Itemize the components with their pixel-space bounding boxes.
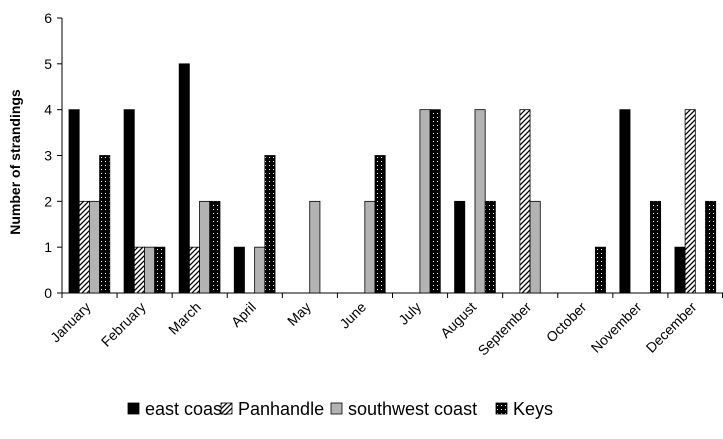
bar-keys xyxy=(594,246,606,294)
y-tick-label: 3 xyxy=(44,148,52,164)
bar-southwest-coast xyxy=(474,109,486,294)
bar-east-coast xyxy=(68,109,80,294)
y-axis-label: Number of strandings xyxy=(7,89,23,235)
bar-panhandle xyxy=(133,246,145,294)
bar-southwest-coast xyxy=(529,200,541,294)
legend-label: southwest coast xyxy=(348,399,477,419)
bar-panhandle xyxy=(684,109,696,294)
y-tick-label: 6 xyxy=(44,10,52,26)
x-tick-label: October xyxy=(543,299,590,346)
x-tick-label: February xyxy=(98,299,149,350)
bar-keys xyxy=(429,109,441,294)
bar-southwest-coast xyxy=(254,246,266,294)
legend-swatch xyxy=(330,402,343,415)
x-tick-label: June xyxy=(336,299,369,332)
bar-southwest-coast xyxy=(144,246,156,294)
bar-panhandle xyxy=(519,109,531,294)
bar-southwest-coast xyxy=(419,109,431,294)
bar-southwest-coast xyxy=(364,200,376,294)
x-tick-label: January xyxy=(47,299,94,346)
y-tick-label: 2 xyxy=(44,193,52,209)
bar-east-coast xyxy=(233,246,245,294)
x-tick-label: August xyxy=(437,299,479,341)
bar-southwest-coast xyxy=(89,200,101,294)
bar-east-coast xyxy=(454,200,466,294)
y-tick-label: 1 xyxy=(44,239,52,255)
bar-southwest-coast xyxy=(199,200,211,294)
x-tick-label: July xyxy=(395,299,424,328)
legend: east coast Panhandle southwest coast Keys xyxy=(127,399,553,419)
bar-keys xyxy=(99,155,111,294)
y-tick-label: 0 xyxy=(44,285,52,301)
bar-keys xyxy=(650,200,662,294)
bar-southwest-coast xyxy=(309,200,321,294)
x-tick-label: May xyxy=(284,299,314,329)
x-tick-label: November xyxy=(588,299,645,356)
bar-east-coast xyxy=(123,109,135,294)
bar-keys xyxy=(484,200,496,294)
bar-keys xyxy=(154,246,166,294)
bar-east-coast xyxy=(619,109,631,294)
bar-keys xyxy=(374,155,386,294)
bar-panhandle xyxy=(188,246,200,294)
bar-keys xyxy=(705,200,717,294)
x-tick-label: April xyxy=(228,299,259,330)
bar-east-coast xyxy=(178,63,190,294)
bar-panhandle xyxy=(78,200,90,294)
legend-label: east coast xyxy=(145,399,227,419)
legend-label: Keys xyxy=(513,399,553,419)
y-tick-label: 5 xyxy=(44,56,52,72)
legend-swatch xyxy=(127,402,140,415)
legend-swatch xyxy=(495,402,508,415)
x-tick-label: March xyxy=(165,299,204,338)
x-tick-label: December xyxy=(643,299,700,356)
bar-keys xyxy=(264,155,276,294)
y-tick-label: 4 xyxy=(44,102,52,118)
bar-east-coast xyxy=(674,246,686,294)
legend-swatch xyxy=(220,402,233,415)
x-tick-label: September xyxy=(475,299,535,359)
bar-keys xyxy=(209,200,221,294)
plot-area: 0 1 2 3 4 5 6 January February March April May June J… xyxy=(44,10,723,359)
legend-label: Panhandle xyxy=(238,399,324,419)
